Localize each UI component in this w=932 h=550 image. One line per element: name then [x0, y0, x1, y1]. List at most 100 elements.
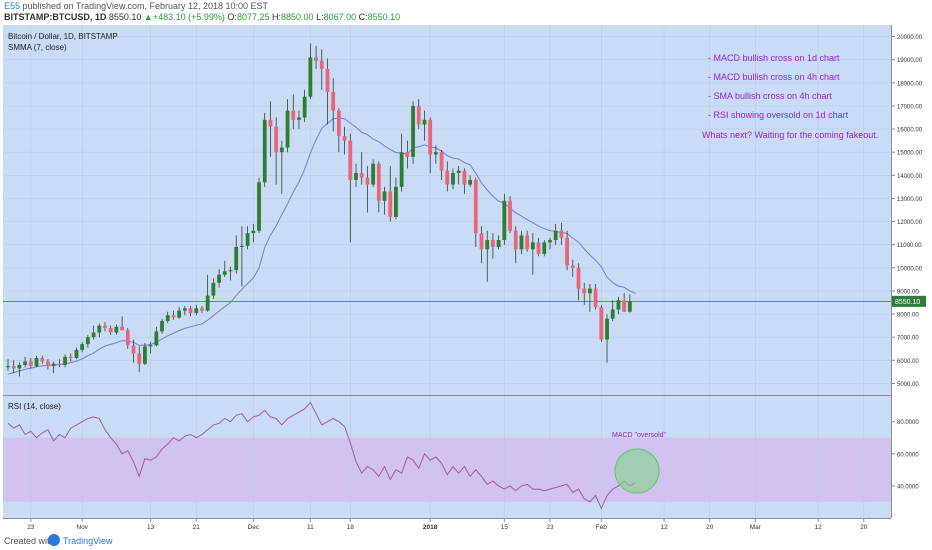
candle-body-up: [114, 326, 119, 333]
candle-body-down: [171, 315, 176, 318]
price-tick-label: 11000.00: [897, 243, 922, 249]
candle-body-up: [382, 191, 387, 201]
candle-body-down: [120, 326, 124, 331]
candle-body-down: [319, 60, 324, 69]
grid: [3, 25, 891, 518]
candle-body-up: [394, 186, 398, 217]
chart-canvas[interactable]: 20000.00 19000.00 18000.00 17000.00 16000.00…: [0, 24, 932, 532]
candle-body-up: [411, 105, 415, 157]
candle-body-up: [160, 321, 164, 332]
publish-info: published on TradingView.com, February 1…: [22, 1, 269, 11]
time-tick-label: Nov: [76, 524, 88, 531]
candle-body-down: [582, 288, 587, 294]
candle-body-up: [182, 308, 187, 311]
candle-body-up: [519, 235, 524, 250]
candle-body-down: [28, 361, 33, 367]
oversold-highlight-circle: [614, 448, 660, 494]
high-value: 8850.00: [281, 12, 314, 22]
candle-body-down: [325, 68, 330, 93]
candle-body-up: [605, 318, 609, 340]
candle-body-up: [588, 288, 592, 294]
candle-body-up: [222, 271, 227, 275]
candle-body-up: [279, 147, 284, 153]
candle-body-up: [165, 315, 170, 321]
annotation-line-2: - MACD bullish cross on 4h chart: [708, 72, 840, 82]
time-tick-label: 21: [193, 524, 201, 531]
candle-body-up: [17, 364, 22, 369]
time-axis[interactable]: 23 Nov 13 21 Dec 11 18 2018 15 23 Feb 12 20 Mar 12 20: [27, 518, 868, 531]
time-tick-label: 12: [814, 524, 822, 531]
candle-body-up: [371, 163, 376, 185]
smma-group: [7, 117, 636, 375]
candle-body-down: [365, 177, 370, 185]
candle-body-up: [308, 57, 313, 97]
candle-body-down: [125, 330, 130, 346]
smma-legend[interactable]: SMMA (7, close): [8, 43, 67, 52]
candle-body-up: [610, 309, 615, 319]
candle-body-up: [148, 345, 153, 347]
annotation-line-5: Whats next? Waiting for the coming fakeo…: [702, 130, 878, 140]
candle-body-down: [376, 163, 381, 201]
rsi-tick-label: 40.0000: [897, 484, 919, 490]
candle-body-down: [274, 126, 279, 153]
candle-body-up: [6, 366, 10, 368]
candle-body-down: [314, 57, 318, 61]
tradingview-brand[interactable]: TradingView: [63, 536, 113, 546]
candle-body-down: [428, 119, 433, 155]
time-tick-label: 20: [706, 524, 714, 531]
candle-body-down: [508, 200, 512, 231]
author-name[interactable]: E55: [4, 1, 21, 11]
candle-body-down: [576, 267, 581, 289]
candle-body-down: [405, 152, 410, 157]
candle-body-up: [85, 337, 90, 345]
candle-body-up: [51, 363, 56, 367]
candle-body-down: [46, 361, 50, 367]
price-tick-label: 12000.00: [897, 220, 923, 226]
candle-body-up: [399, 152, 404, 187]
candle-body-down: [513, 230, 518, 250]
candle-body-up: [34, 358, 39, 367]
candle-body-down: [336, 110, 341, 136]
candle-body-down: [445, 170, 450, 185]
price-axis[interactable]: 20000.00 19000.00 18000.00 17000.00 16000.00…: [891, 35, 923, 490]
candle-body-up: [205, 295, 210, 311]
close-label: C:: [358, 12, 368, 22]
candle-body-down: [200, 308, 204, 311]
price-tick-label: 16000.00: [897, 128, 923, 134]
tradingview-logo-icon[interactable]: [48, 534, 60, 546]
candle-body-up: [143, 346, 147, 364]
time-tick-label: 11: [307, 524, 314, 531]
candle-body-up: [91, 332, 96, 338]
candle-body-up: [433, 152, 438, 155]
rsi-legend[interactable]: RSI (14, close): [8, 402, 61, 411]
candle-body-up: [456, 170, 461, 173]
open-value: 8077.25: [236, 12, 270, 22]
rsi-tick-label: 80.0000: [897, 420, 919, 426]
candle-body-up: [354, 173, 358, 180]
candle-body-up: [154, 331, 159, 346]
candles-group: [6, 43, 632, 377]
candle-body-down: [622, 300, 627, 312]
chart-header: E55 published on TradingView.com, Februa…: [0, 0, 932, 24]
price-tick-label: 19000.00: [897, 58, 923, 64]
chart-title: Bitcoin / Dollar, 1D, BITSTAMP: [8, 32, 118, 41]
symbol-label: BITSTAMP:BTCUSD, 1D: [4, 12, 107, 22]
candle-body-down: [359, 173, 364, 178]
rsi-annotation: MACD "oversold": [612, 432, 666, 439]
time-tick-label: 13: [147, 524, 155, 531]
price-tick-label: 8000.00: [897, 313, 919, 319]
rsi-band-group: [3, 437, 891, 502]
candle-body-up: [553, 230, 558, 241]
price-tick-label: 18000.00: [897, 81, 923, 87]
candle-body-down: [559, 230, 564, 238]
created-with-label: Created with: [4, 536, 55, 546]
candle-body-up: [63, 356, 67, 365]
price-pane[interactable]: [3, 25, 891, 395]
rsi-band: [3, 437, 891, 502]
candle-body-up: [234, 247, 239, 271]
price-tick-label: 13000.00: [897, 197, 923, 203]
candle-body-up: [240, 245, 244, 247]
low-value: 8067.00: [323, 12, 357, 22]
candle-body-up: [451, 173, 455, 185]
time-tick-label: Mar: [750, 524, 762, 531]
